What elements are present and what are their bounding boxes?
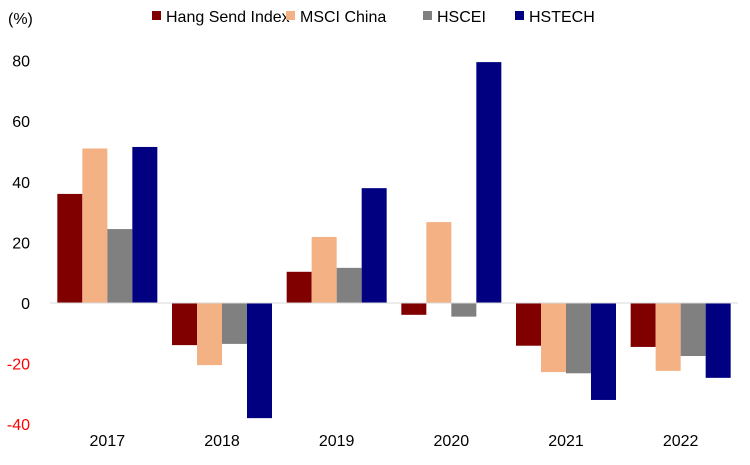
legend-swatch bbox=[286, 11, 295, 20]
bar-msci-china-2021 bbox=[541, 303, 566, 373]
x-axis: 2017 2018 2019 2020 2021 2022 bbox=[90, 433, 699, 450]
bar-hang-send-index-2022 bbox=[630, 303, 656, 347]
bar-hstech-2018 bbox=[247, 303, 272, 419]
legend: Hang Send Index MSCI China HSCEI HSTECH bbox=[152, 9, 595, 26]
legend-label: Hang Send Index bbox=[166, 9, 290, 26]
bar-hang-send-index-2021 bbox=[516, 303, 541, 346]
bar-hstech-2020 bbox=[476, 62, 502, 303]
y-tick-label: 40 bbox=[12, 175, 30, 192]
bar-msci-china-2019 bbox=[311, 236, 337, 303]
x-tick-label: 2020 bbox=[434, 433, 470, 450]
bar-hscei-2019 bbox=[336, 267, 362, 303]
legend-label: HSTECH bbox=[529, 9, 595, 26]
y-tick-label: 20 bbox=[12, 235, 30, 252]
y-tick-label: 80 bbox=[12, 54, 30, 71]
y-tick-label: 60 bbox=[12, 114, 30, 131]
bar-hscei-2020 bbox=[451, 303, 477, 317]
bars bbox=[57, 62, 731, 419]
bar-hang-send-index-2020 bbox=[401, 303, 427, 315]
bar-hstech-2022 bbox=[705, 303, 731, 378]
y-tick-label: -20 bbox=[7, 357, 30, 374]
bar-hstech-2019 bbox=[361, 188, 387, 303]
y-tick-label: 0 bbox=[21, 296, 30, 313]
legend-label: HSCEI bbox=[437, 9, 486, 26]
x-tick-label: 2022 bbox=[663, 433, 699, 450]
legend-swatch bbox=[152, 11, 161, 20]
legend-item: MSCI China bbox=[286, 9, 386, 26]
x-tick-label: 2018 bbox=[204, 433, 240, 450]
bar-hang-send-index-2017 bbox=[57, 193, 83, 303]
x-tick-label: 2021 bbox=[548, 433, 584, 450]
y-axis-label: (%) bbox=[8, 11, 33, 28]
bar-hscei-2017 bbox=[107, 229, 133, 303]
bar-hang-send-index-2019 bbox=[286, 271, 312, 303]
legend-label: MSCI China bbox=[300, 9, 386, 26]
bar-msci-china-2018 bbox=[197, 303, 222, 366]
bar-msci-china-2022 bbox=[655, 303, 681, 371]
legend-item: HSCEI bbox=[423, 9, 486, 26]
legend-swatch bbox=[515, 11, 524, 20]
y-axis: -40 -20 0 20 40 60 80 bbox=[7, 54, 30, 435]
bar-msci-china-2017 bbox=[82, 148, 108, 303]
legend-item: Hang Send Index bbox=[152, 9, 290, 26]
x-tick-label: 2019 bbox=[319, 433, 355, 450]
y-tick-label: -40 bbox=[7, 417, 30, 434]
legend-swatch bbox=[423, 11, 432, 20]
bar-msci-china-2020 bbox=[426, 222, 452, 303]
bar-hstech-2021 bbox=[591, 303, 616, 400]
bar-hstech-2017 bbox=[132, 146, 158, 303]
bar-hscei-2022 bbox=[680, 303, 706, 357]
bar-hscei-2018 bbox=[222, 303, 247, 344]
bar-hang-send-index-2018 bbox=[172, 303, 197, 346]
bar-hscei-2021 bbox=[566, 303, 591, 374]
x-tick-label: 2017 bbox=[90, 433, 126, 450]
legend-item: HSTECH bbox=[515, 9, 595, 26]
